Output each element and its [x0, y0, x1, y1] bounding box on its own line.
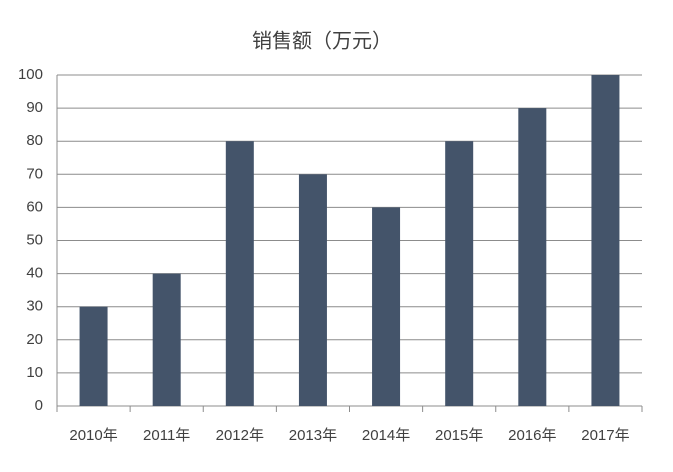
x-tick-label: 2013年 — [289, 427, 337, 444]
x-tick-label: 2014年 — [362, 427, 410, 444]
bar — [152, 273, 181, 406]
y-tick-label: 40 — [26, 265, 43, 282]
y-tick-label: 60 — [26, 198, 43, 215]
y-tick-label: 90 — [26, 99, 43, 116]
bar — [372, 207, 401, 406]
y-tick-label: 20 — [26, 331, 43, 348]
x-tick-label: 2010年 — [69, 427, 117, 444]
y-tick-label: 30 — [26, 298, 43, 315]
y-tick-label: 10 — [26, 364, 43, 381]
y-tick-label: 100 — [18, 66, 43, 83]
y-tick-label: 0 — [35, 397, 43, 414]
x-tick-label: 2017年 — [581, 427, 629, 444]
x-tick-label: 2015年 — [435, 427, 483, 444]
bar — [591, 75, 620, 406]
bar — [298, 174, 327, 406]
y-tick-label: 70 — [26, 165, 43, 182]
bar — [445, 141, 474, 406]
y-tick-label: 80 — [26, 132, 43, 149]
y-tick-label: 50 — [26, 231, 43, 248]
bar — [518, 108, 547, 406]
chart-title: 销售额（万元） — [252, 29, 392, 52]
x-tick-label: 2012年 — [216, 427, 264, 444]
x-tick-label: 2011年 — [143, 427, 190, 444]
x-tick-label: 2016年 — [508, 427, 556, 444]
bar — [79, 306, 108, 406]
bar — [225, 141, 254, 406]
